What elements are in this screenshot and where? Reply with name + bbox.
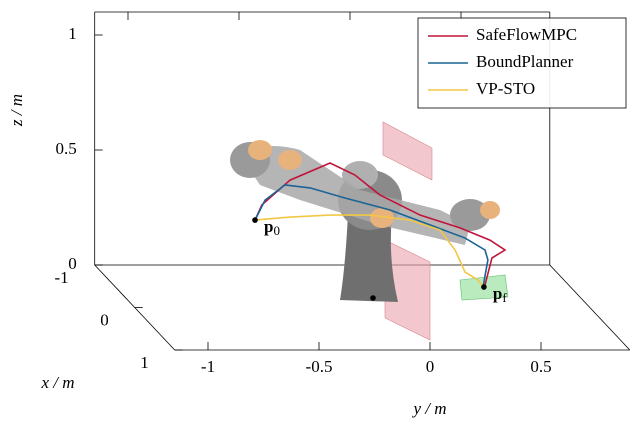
waypoint: [252, 217, 258, 223]
z-axis-label: z / m: [7, 94, 26, 127]
y-tick-label: 0.5: [530, 357, 551, 376]
point-label-sub: f: [502, 290, 507, 305]
waypoint: [481, 284, 487, 290]
legend-label: SafeFlowMPC: [476, 25, 577, 44]
y-tick-label: 0: [426, 357, 435, 376]
x-tick-label: 0: [100, 310, 109, 329]
chart: -1-0.500.500.51-101x / my / mz / mp0pf S…: [0, 0, 634, 424]
point-label-main: p: [264, 217, 273, 236]
point-label: p0: [264, 217, 280, 238]
y-tick-label: -0.5: [306, 357, 333, 376]
z-tick-label: 0: [68, 254, 77, 273]
legend: SafeFlowMPC BoundPlanner VP-STO: [418, 18, 626, 108]
legend-label: VP-STO: [476, 79, 535, 98]
z-tick-label: 1: [68, 24, 77, 43]
point-label-main: p: [493, 284, 502, 303]
y-axis-label: y / m: [411, 399, 446, 418]
legend-label: BoundPlanner: [476, 52, 574, 71]
x-tick-label: 1: [140, 353, 149, 372]
x-axis-label: x / m: [40, 373, 74, 392]
point-label-sub: 0: [273, 223, 280, 238]
z-tick-label: 0.5: [55, 139, 76, 158]
x-tick-label: -1: [55, 268, 69, 287]
y-tick-label: -1: [201, 357, 215, 376]
axis-edge: [550, 265, 630, 350]
